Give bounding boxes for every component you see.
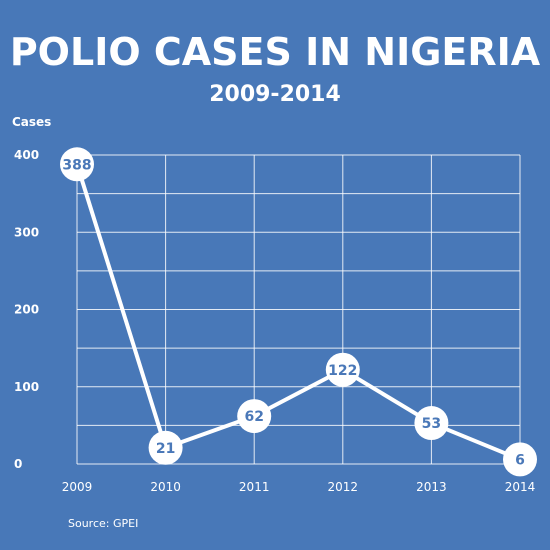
y-tick-label: 0 xyxy=(14,457,22,471)
data-label: 6 xyxy=(515,452,525,468)
y-tick-label: 100 xyxy=(14,380,39,394)
source-note: Source: GPEI xyxy=(68,517,139,530)
y-tick-label: 300 xyxy=(14,225,39,239)
chart-title: POLIO CASES IN NIGERIA xyxy=(9,30,541,74)
x-tick-label: 2009 xyxy=(62,480,93,494)
y-tick-label: 200 xyxy=(14,303,39,317)
x-tick-label: 2012 xyxy=(328,480,359,494)
x-tick-label: 2011 xyxy=(239,480,270,494)
y-axis-label: Cases xyxy=(12,115,52,129)
x-tick-label: 2014 xyxy=(505,480,536,494)
data-point xyxy=(414,406,449,441)
data-point xyxy=(503,442,537,477)
chart-subtitle: 2009-2014 xyxy=(209,82,341,107)
data-point xyxy=(237,399,272,434)
x-tick-label: 2013 xyxy=(416,480,447,494)
data-label: 62 xyxy=(244,409,263,425)
y-tick-label: 400 xyxy=(14,148,39,162)
data-label: 388 xyxy=(62,157,91,173)
data-label: 122 xyxy=(328,363,357,379)
data-label: 53 xyxy=(422,416,441,432)
data-point xyxy=(148,430,183,465)
data-label: 21 xyxy=(156,441,175,457)
x-tick-label: 2010 xyxy=(150,480,181,494)
series-line xyxy=(75,163,521,462)
data-point xyxy=(325,352,360,387)
data-point xyxy=(60,147,94,182)
